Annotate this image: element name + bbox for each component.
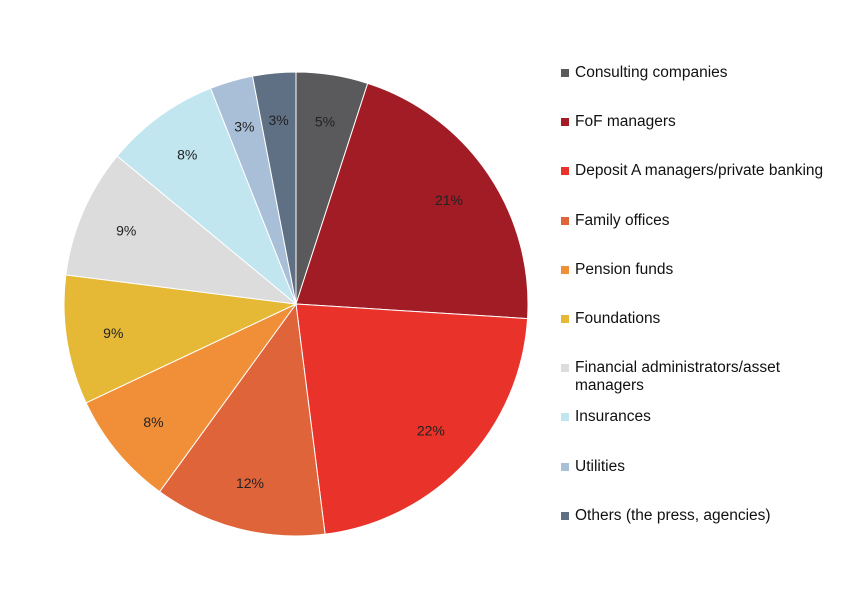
legend-swatch: [561, 167, 569, 176]
pie-slice: [65, 155, 298, 305]
legend-item: Foundations: [561, 310, 846, 359]
slice-value-label: 9%: [116, 223, 136, 239]
legend-label: Insurances: [575, 408, 651, 426]
pie-slice: [116, 87, 297, 305]
legend-label: Utilities: [575, 457, 625, 475]
legend-swatch: [561, 413, 569, 422]
legend-label: Deposit A managers/private banking: [575, 162, 824, 180]
pie-slice: [251, 71, 297, 305]
legend-item: Others (the press, agencies): [561, 507, 846, 556]
legend-swatch: [561, 265, 569, 274]
pie-slice: [63, 274, 298, 404]
legend-swatch: [561, 511, 569, 520]
chart-legend: Consulting companies FoF managers Deposit …: [561, 64, 846, 556]
slice-value-label: 8%: [177, 146, 197, 162]
legend-swatch: [561, 216, 569, 225]
pie-slice: [85, 303, 297, 493]
legend-item: Utilities: [561, 458, 846, 507]
slice-value-label: 3%: [268, 112, 288, 128]
legend-item: Insurances: [561, 408, 846, 457]
legend-item: Pension funds: [561, 261, 846, 310]
legend-item: Financial administrators/asset managers: [561, 359, 846, 408]
slice-value-label: 21%: [435, 192, 463, 208]
slice-value-label: 5%: [315, 113, 335, 129]
legend-item: FoF managers: [561, 113, 846, 162]
pie-slice: [295, 303, 529, 535]
legend-label: Financial administrators/asset managers: [575, 359, 781, 395]
legend-item: Deposit A managers/private banking: [561, 162, 846, 211]
legend-swatch: [561, 314, 569, 323]
legend-label: Consulting companies: [575, 64, 728, 81]
slice-value-label: 9%: [103, 325, 123, 341]
legend-swatch: [561, 462, 569, 471]
legend-swatch: [561, 364, 569, 373]
legend-item: Family offices: [561, 212, 846, 261]
legend-swatch: [561, 118, 569, 127]
pie-slice: [295, 82, 529, 320]
slice-value-label: 22%: [417, 423, 445, 439]
slice-value-label: 3%: [234, 118, 254, 134]
pie-chart: 5% 21% 22% 12% 8% 9% 9% 8% 3% 3%: [63, 71, 529, 537]
pie-slice: [158, 302, 326, 537]
legend-label: Others (the press, agencies): [575, 506, 771, 524]
legend-label: FoF managers: [575, 113, 676, 131]
legend-label: Foundations: [575, 309, 661, 327]
slice-value-label: 8%: [143, 414, 163, 430]
legend-label: Pension funds: [575, 260, 674, 278]
legend-label: Family offices: [575, 211, 670, 229]
legend-item: Consulting companies: [561, 64, 846, 113]
legend-swatch: [561, 69, 569, 77]
slice-value-label: 12%: [236, 475, 264, 491]
